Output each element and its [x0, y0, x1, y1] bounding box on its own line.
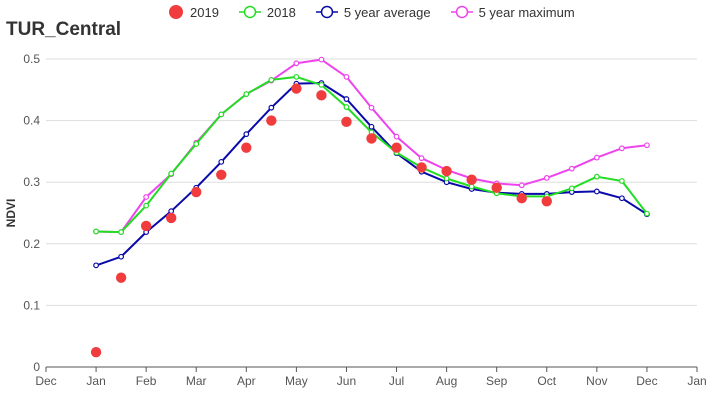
series-point: [418, 155, 425, 162]
data-point-2019: [115, 272, 127, 283]
data-point-2019: [466, 174, 477, 185]
series-point: [243, 91, 250, 98]
legend-marker-icon: [315, 5, 338, 19]
series-point: [343, 96, 350, 102]
legend-marker-icon: [169, 5, 183, 19]
x-tick-label: Jan: [86, 374, 105, 388]
data-point-2019: [90, 347, 102, 358]
series-point: [118, 229, 125, 235]
data-point-2019: [266, 115, 277, 126]
data-point-2019: [191, 186, 202, 198]
data-point-2019: [491, 182, 502, 193]
y-tick-label: 0.5: [23, 52, 40, 66]
legend-label: 2019: [190, 4, 219, 20]
x-tick-label: Feb: [136, 374, 157, 388]
data-point-2019: [391, 142, 402, 153]
series-point: [143, 202, 150, 209]
x-tick-label: Jul: [389, 374, 404, 388]
series-point: [93, 262, 99, 269]
series-point: [443, 175, 450, 182]
x-tick-label: Oct: [537, 374, 556, 388]
series-point: [618, 145, 625, 152]
legend-label: 2018: [266, 4, 296, 20]
data-point-2019: [316, 90, 327, 101]
series-point: [568, 165, 575, 172]
series-point: [218, 111, 225, 118]
series-point: [368, 123, 375, 130]
series-point: [293, 60, 300, 67]
series-point: [593, 154, 600, 161]
legend-item[interactable]: 2019: [168, 4, 219, 20]
chart-title: TUR_Central: [6, 19, 122, 40]
data-point-2019: [341, 116, 352, 128]
data-point-2019: [441, 165, 452, 177]
series-point: [268, 104, 275, 111]
data-point-2019: [291, 83, 302, 94]
series-point: [543, 174, 550, 181]
y-tick-label: 0.3: [23, 175, 40, 189]
legend-item[interactable]: 5 year maximum: [450, 4, 575, 20]
series-point: [644, 210, 650, 217]
legend: 2019 2018 5 year average 5 year maximum: [168, 3, 595, 21]
data-point-2019: [516, 193, 527, 204]
data-point-2019: [216, 169, 227, 181]
series-point: [518, 182, 525, 189]
series-point: [593, 188, 600, 195]
series-point: [193, 141, 200, 147]
series-point: [368, 104, 375, 111]
series-point: [393, 133, 400, 140]
series-point: [618, 178, 625, 184]
x-tick-label: Dec: [35, 374, 56, 388]
series-point: [568, 185, 575, 192]
series-point: [644, 142, 650, 149]
data-point-2019: [366, 133, 377, 144]
legend-marker-icon: [238, 5, 261, 19]
legend-label: 5 year average: [343, 4, 431, 20]
series-point: [318, 56, 325, 63]
series-point: [168, 170, 175, 177]
x-tick-label: Jun: [337, 374, 356, 388]
data-point-2019: [416, 162, 427, 173]
legend-item[interactable]: 5 year average: [315, 4, 431, 20]
series-point: [93, 228, 99, 235]
series-point: [343, 104, 350, 110]
series-line: [96, 75, 648, 234]
series-point: [143, 194, 150, 200]
series-point: [243, 131, 250, 138]
series-point: [268, 77, 275, 83]
series-point: [343, 73, 350, 80]
y-tick-label: 0.2: [23, 237, 40, 251]
x-tick-label: Mar: [186, 374, 207, 388]
y-tick-label: 0.1: [23, 298, 40, 312]
y-tick-label: 0.4: [23, 114, 40, 128]
data-point-2019: [541, 196, 552, 207]
data-point-2019: [241, 142, 252, 153]
x-tick-label: Nov: [586, 374, 607, 388]
x-tick-label: Dec: [636, 374, 657, 388]
x-tick-label: Aug: [436, 374, 457, 388]
series-point: [218, 158, 225, 165]
series-point: [318, 81, 325, 88]
x-tick-label: Jan: [687, 374, 706, 388]
y-tick-label: 0: [33, 360, 40, 374]
legend-label: 5 year maximum: [478, 4, 575, 20]
legend-item[interactable]: 2018: [238, 4, 296, 20]
y-axis-title: NDVI: [4, 199, 18, 228]
series-point: [618, 195, 625, 202]
x-tick-label: Sep: [486, 374, 508, 388]
series-point: [293, 73, 300, 80]
legend-marker-icon: [450, 5, 473, 19]
x-tick-label: Apr: [237, 374, 256, 388]
x-tick-label: May: [285, 374, 308, 388]
series-line: [96, 58, 648, 234]
series-point: [118, 253, 125, 260]
series-point: [593, 173, 600, 180]
data-point-2019: [165, 212, 177, 224]
data-point-2019: [140, 220, 152, 232]
